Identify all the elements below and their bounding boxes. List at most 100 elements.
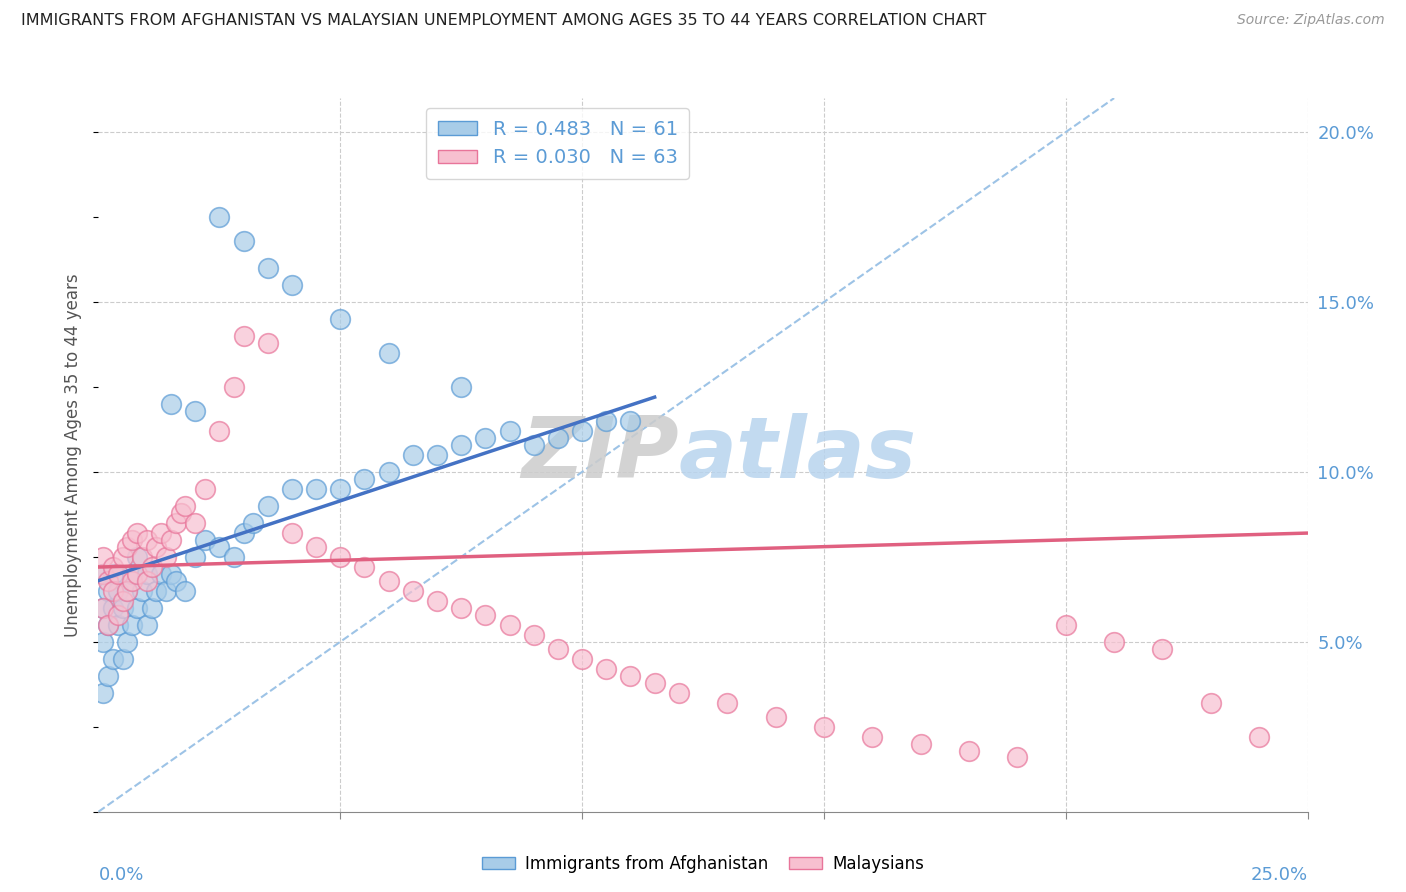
Point bbox=[595, 414, 617, 428]
Point bbox=[91, 600, 114, 615]
Point bbox=[426, 448, 449, 462]
Point bbox=[91, 600, 114, 615]
Text: IMMIGRANTS FROM AFGHANISTAN VS MALAYSIAN UNEMPLOYMENT AMONG AGES 35 TO 44 YEARS : IMMIGRANTS FROM AFGHANISTAN VS MALAYSIAN… bbox=[21, 13, 987, 29]
Point bbox=[184, 516, 207, 530]
Text: atlas: atlas bbox=[679, 413, 917, 497]
Point bbox=[1007, 750, 1029, 764]
Point bbox=[131, 549, 153, 564]
Point bbox=[450, 438, 472, 452]
Point bbox=[127, 600, 149, 615]
Point bbox=[97, 669, 120, 683]
Point bbox=[111, 594, 134, 608]
Point bbox=[91, 566, 114, 581]
Point bbox=[329, 549, 352, 564]
Point bbox=[256, 260, 278, 275]
Point bbox=[194, 533, 217, 547]
Point bbox=[91, 686, 114, 700]
Point bbox=[498, 617, 520, 632]
Point bbox=[222, 549, 245, 564]
Point bbox=[281, 482, 304, 496]
Point bbox=[97, 583, 120, 598]
Point bbox=[165, 516, 187, 530]
Point bbox=[135, 617, 157, 632]
Point bbox=[107, 566, 129, 581]
Point bbox=[141, 560, 163, 574]
Point bbox=[135, 574, 157, 588]
Point bbox=[127, 526, 149, 541]
Point bbox=[111, 549, 134, 564]
Point bbox=[1054, 617, 1077, 632]
Point bbox=[107, 617, 129, 632]
Point bbox=[184, 403, 207, 417]
Point bbox=[117, 583, 139, 598]
Point bbox=[91, 549, 114, 564]
Point bbox=[97, 617, 120, 632]
Point bbox=[169, 506, 191, 520]
Point bbox=[232, 526, 254, 541]
Point bbox=[498, 424, 520, 438]
Point bbox=[474, 607, 496, 622]
Point bbox=[107, 607, 129, 622]
Point bbox=[150, 566, 173, 581]
Point bbox=[716, 696, 738, 710]
Point bbox=[160, 397, 183, 411]
Point bbox=[97, 617, 120, 632]
Point bbox=[547, 431, 569, 445]
Point bbox=[194, 482, 217, 496]
Point bbox=[127, 566, 149, 581]
Point bbox=[450, 380, 472, 394]
Point bbox=[377, 465, 399, 479]
Point bbox=[141, 600, 163, 615]
Point bbox=[184, 549, 207, 564]
Point bbox=[619, 669, 641, 683]
Point bbox=[571, 424, 593, 438]
Point bbox=[208, 540, 231, 554]
Point bbox=[101, 560, 124, 574]
Text: 0.0%: 0.0% bbox=[98, 866, 143, 884]
Point bbox=[111, 652, 134, 666]
Point bbox=[644, 675, 666, 690]
Point bbox=[135, 566, 157, 581]
Point bbox=[765, 709, 787, 723]
Point bbox=[101, 652, 124, 666]
Text: 25.0%: 25.0% bbox=[1250, 866, 1308, 884]
Point bbox=[97, 574, 120, 588]
Point bbox=[160, 533, 183, 547]
Point bbox=[121, 533, 143, 547]
Point bbox=[174, 583, 197, 598]
Point bbox=[450, 600, 472, 615]
Point bbox=[1199, 696, 1222, 710]
Point bbox=[1102, 635, 1125, 649]
Point bbox=[595, 662, 617, 676]
Point bbox=[281, 526, 304, 541]
Point bbox=[127, 549, 149, 564]
Point bbox=[121, 566, 143, 581]
Point bbox=[101, 583, 124, 598]
Point bbox=[474, 431, 496, 445]
Point bbox=[165, 574, 187, 588]
Point bbox=[91, 635, 114, 649]
Point bbox=[150, 526, 173, 541]
Point bbox=[174, 499, 197, 513]
Point bbox=[813, 720, 835, 734]
Point bbox=[242, 516, 264, 530]
Point bbox=[208, 424, 231, 438]
Point bbox=[523, 438, 546, 452]
Point bbox=[145, 540, 167, 554]
Point bbox=[305, 540, 328, 554]
Point bbox=[353, 472, 375, 486]
Point bbox=[281, 278, 304, 293]
Point bbox=[155, 549, 177, 564]
Point bbox=[101, 600, 124, 615]
Point bbox=[377, 346, 399, 360]
Point bbox=[426, 594, 449, 608]
Y-axis label: Unemployment Among Ages 35 to 44 years: Unemployment Among Ages 35 to 44 years bbox=[65, 273, 83, 637]
Point bbox=[571, 652, 593, 666]
Point bbox=[232, 234, 254, 248]
Point bbox=[329, 482, 352, 496]
Legend: Immigrants from Afghanistan, Malaysians: Immigrants from Afghanistan, Malaysians bbox=[475, 848, 931, 880]
Point bbox=[155, 583, 177, 598]
Point bbox=[402, 448, 425, 462]
Point bbox=[329, 312, 352, 326]
Point bbox=[1249, 730, 1271, 744]
